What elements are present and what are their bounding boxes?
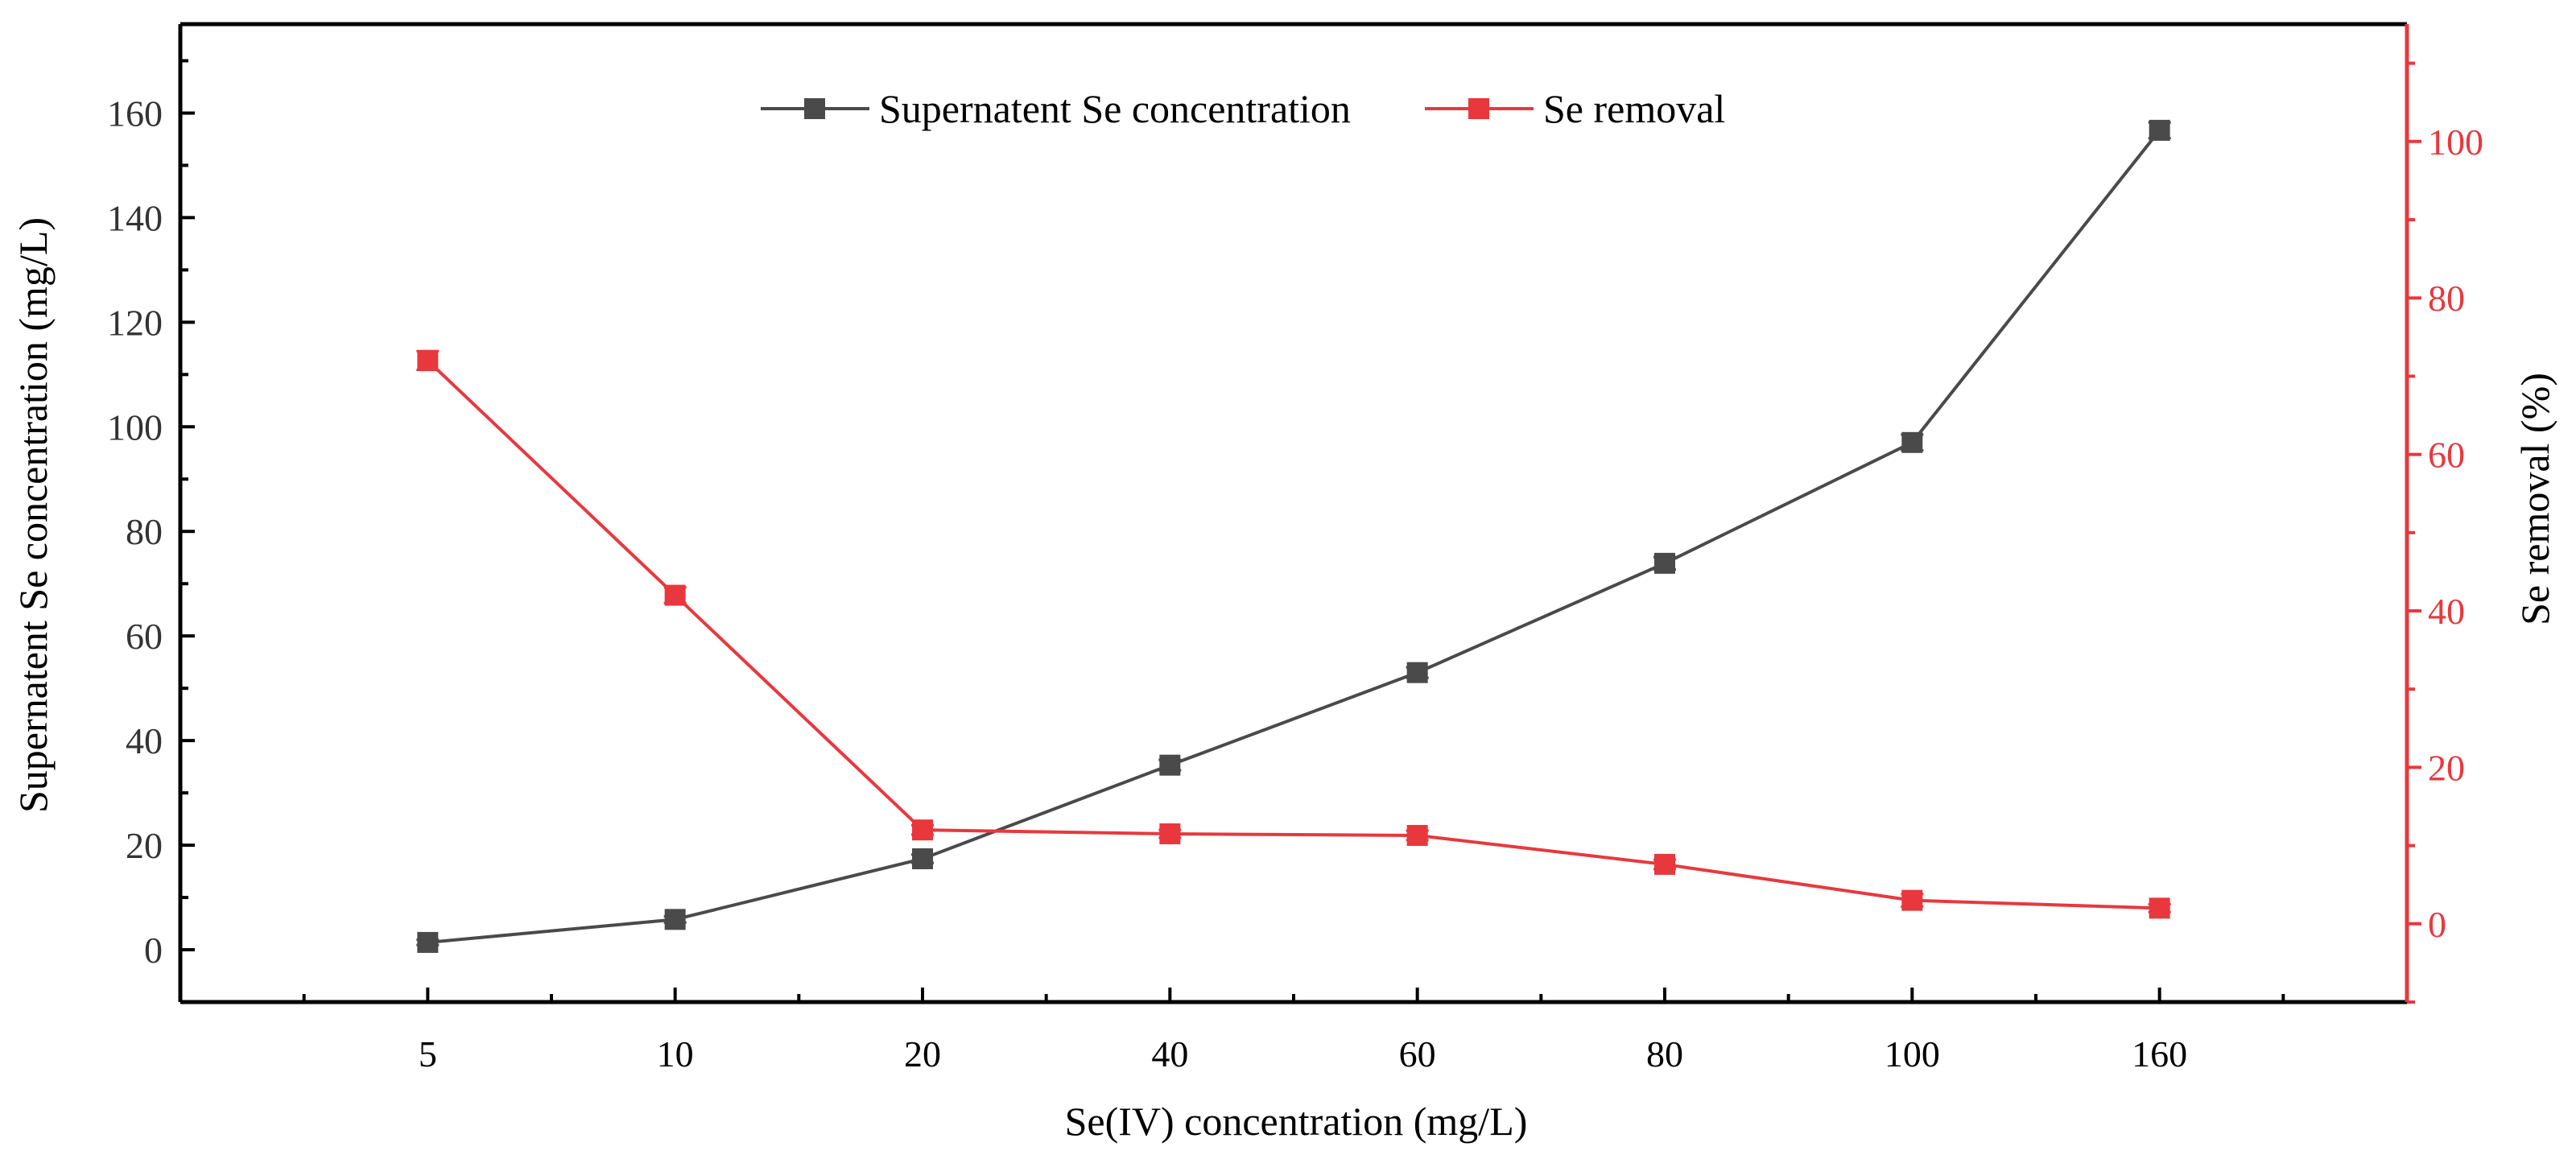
x-axis-title: Se(IV) concentration (mg/L) xyxy=(1065,1099,1528,1144)
x-tick-label: 100 xyxy=(1885,1033,1940,1074)
x-tick-label: 40 xyxy=(1151,1033,1188,1074)
x-tick-label: 60 xyxy=(1399,1033,1436,1074)
series-layer xyxy=(416,119,2171,953)
y2-axis-title: Se removal (%) xyxy=(2512,373,2557,625)
legend-label-removal: Se removal xyxy=(1543,86,1725,131)
y-tick-label: 140 xyxy=(107,197,163,238)
y2-tick-label: 100 xyxy=(2428,122,2483,163)
legend-marker-supernatant xyxy=(804,98,825,119)
data-point-supernatant xyxy=(1901,431,1923,453)
x-tick-label: 80 xyxy=(1646,1033,1683,1074)
data-point-supernatant xyxy=(1159,754,1181,776)
y-axis-title: Supernatent Se concentration (mg/L) xyxy=(10,217,56,813)
y-tick-label: 80 xyxy=(126,511,163,552)
data-point-supernatant xyxy=(912,848,933,869)
data-point-removal xyxy=(1159,823,1181,845)
data-point-supernatant xyxy=(2149,119,2170,141)
y-tick-label: 20 xyxy=(126,825,163,866)
x-tick-label: 20 xyxy=(904,1033,941,1074)
axes-layer: 0 20 40 60 80 100 120 140 160 0 20 40 60 80 100 5 10 20 40… xyxy=(107,22,2483,1074)
y-tick-label: 160 xyxy=(107,93,163,134)
y2-tick-label: 0 xyxy=(2428,904,2446,945)
data-point-removal xyxy=(664,584,686,606)
x-tick-label: 160 xyxy=(2132,1033,2187,1074)
x-tick-label: 5 xyxy=(419,1033,437,1074)
y2-tick-label: 20 xyxy=(2428,747,2465,788)
series-line-supernatant xyxy=(427,129,2161,944)
y-tick-label: 100 xyxy=(107,406,163,448)
y-tick-label: 40 xyxy=(126,720,163,761)
data-point-removal xyxy=(912,819,933,841)
data-point-removal xyxy=(1901,889,1923,911)
data-point-removal xyxy=(1654,853,1675,875)
legend-label-supernatant: Supernatent Se concentration xyxy=(879,86,1351,131)
y-tick-label: 60 xyxy=(126,616,163,657)
data-point-supernatant xyxy=(1654,552,1675,574)
data-point-supernatant xyxy=(664,909,686,930)
y-tick-label: 0 xyxy=(144,930,163,971)
data-point-supernatant xyxy=(417,931,439,953)
y2-tick-label: 60 xyxy=(2428,435,2465,476)
legend-marker-removal xyxy=(1468,98,1489,119)
y-tick-label: 120 xyxy=(107,302,163,343)
data-point-removal xyxy=(2149,897,2170,919)
x-tick-label: 10 xyxy=(657,1033,694,1074)
legend: Supernatent Se concentration Se removal xyxy=(761,86,1725,131)
y2-tick-label: 80 xyxy=(2428,278,2465,319)
data-point-removal xyxy=(417,349,439,371)
y2-tick-label: 40 xyxy=(2428,591,2465,632)
data-point-removal xyxy=(1406,824,1428,846)
data-point-supernatant xyxy=(1406,662,1428,683)
series-line-removal xyxy=(426,359,2160,910)
